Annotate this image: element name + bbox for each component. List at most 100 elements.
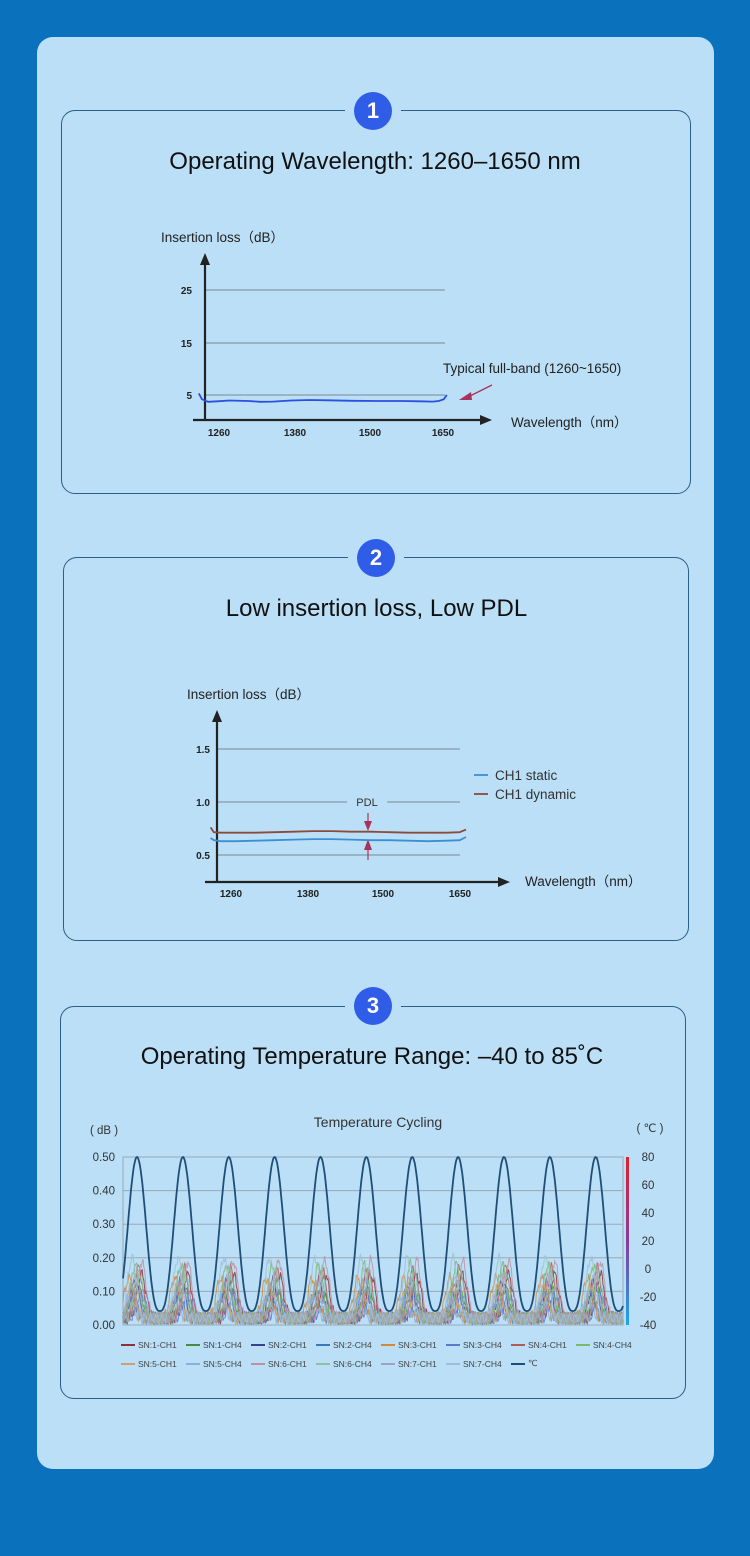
section-badge-1: 1 [354,92,392,130]
x-axis-label: Wavelength（nm） [525,874,642,889]
y2-tick-label: 20 [642,1236,655,1248]
y-tick-label: 25 [181,286,193,297]
x-tick-label: 1380 [284,428,307,439]
legend-swatch [186,1344,200,1346]
x-axis-label: Wavelength（nm） [511,415,628,430]
y2-tick-label: 80 [642,1152,655,1164]
legend-swatch [446,1362,460,1365]
y-tick-label: 0.10 [93,1286,115,1298]
y-tick-label: 0.00 [93,1320,115,1332]
series-line [122,1252,624,1325]
pdl-arrow-head [364,821,372,831]
series-line [122,1264,624,1326]
section-badge-3: 3 [354,987,392,1025]
y-axis-arrow [212,710,222,722]
legend-swatch [316,1362,330,1365]
legend-item: SN:5-CH1 [121,1358,186,1369]
legend-label: SN:3-CH4 [463,1340,502,1350]
insertion-loss-chart: 0.5 1.0 1.5 1260 1380 1500 1650 Insertion loss（… [187,687,642,900]
section-badge-2: 2 [357,539,395,577]
y-tick-label: 1.0 [196,798,210,809]
annotation-label: Typical full-band (1260~1650) [443,361,621,376]
legend-item: SN:1-CH1 [121,1340,186,1350]
legend-label: SN:6-CH4 [333,1358,372,1369]
series-line [209,826,467,834]
insertion-loss-title: Low insertion loss, Low PDL [225,595,528,622]
legend-swatch [381,1344,395,1346]
legend-item: SN:3-CH1 [381,1340,446,1350]
x-axis-arrow [498,877,510,887]
y-tick-label: 0.50 [93,1152,115,1164]
legend-item: SN:2-CH1 [251,1340,316,1350]
legend-label: SN:2-CH1 [268,1340,307,1350]
y2-tick-label: -20 [640,1292,657,1304]
legend-item: SN:4-CH1 [511,1340,576,1350]
y-tick-label: 0.40 [93,1186,115,1198]
pdl-label: PDL [356,797,377,809]
y-tick-label: 15 [181,339,193,350]
legend-item: SN:2-CH4 [316,1340,381,1350]
y2-tick-label: 60 [642,1180,655,1192]
legend-label: SN:4-CH4 [593,1340,632,1350]
wavelength-chart: 5 15 25 1260 1380 1500 1650 Insertion loss（dB） W… [161,230,628,439]
chart-title: Temperature Cycling [314,1114,442,1130]
legend-swatch [446,1344,460,1346]
legend-label: SN:6-CH1 [268,1358,307,1369]
legend-item: SN:6-CH1 [251,1358,316,1369]
legend-label: SN:7-CH4 [463,1358,502,1369]
temperature-chart: 0.00 0.10 0.20 0.30 0.40 0.50 -40 -20 0 20 40 60 80 T… [90,1114,664,1332]
y-tick-label: 5 [186,391,192,402]
legend-label: SN:3-CH1 [398,1340,437,1350]
y2-tick-label: 0 [645,1264,651,1276]
wavelength-title: Operating Wavelength: 1260–1650 nm [169,148,581,175]
legend-label: SN:1-CH4 [203,1340,242,1350]
y-axis-label: Insertion loss（dB） [187,687,310,702]
y-tick-label: 1.5 [196,745,210,756]
y-tick-label: 0.30 [93,1219,115,1231]
x-tick-label: 1500 [372,889,395,900]
temperature-legend: SN:1-CH1 SN:1-CH4 SN:2-CH1 SN:2-CH4 SN:3-CH1… [121,1340,641,1369]
legend-label: CH1 static [495,768,558,783]
y-tick-label: 0.20 [93,1253,115,1265]
legend-swatch [316,1344,330,1346]
legend-swatch [121,1362,135,1365]
legend-label: SN:1-CH1 [138,1340,177,1350]
y-axis-arrow [200,253,210,265]
x-tick-label: 1500 [359,428,382,439]
legend-item: SN:4-CH4 [576,1340,641,1350]
legend-label: SN:2-CH4 [333,1340,372,1350]
legend-label: CH1 dynamic [495,787,576,802]
y2-tick-label: -40 [640,1320,657,1332]
series-line [122,1155,624,1312]
series-line [122,1271,624,1325]
temperature-title: Operating Temperature Range: –40 to 85˚C [140,1043,604,1070]
legend-swatch [381,1362,395,1365]
legend-swatch [576,1344,590,1346]
annotation-arrow-head [459,392,472,400]
legend-item: SN:3-CH4 [446,1340,511,1350]
y2-tick-label: 40 [642,1208,655,1220]
x-tick-label: 1260 [208,428,231,439]
x-axis-arrow [480,415,492,425]
legend-label: SN:4-CH1 [528,1340,567,1350]
legend-item: SN:7-CH1 [381,1358,446,1369]
legend-item: SN:5-CH4 [186,1358,251,1369]
y-axis-label: Insertion loss（dB） [161,230,284,245]
x-tick-label: 1380 [297,889,320,900]
x-tick-label: 1650 [432,428,455,439]
legend-item: SN:6-CH4 [316,1358,381,1369]
legend-swatch [186,1362,200,1365]
y-axis-label: ( dB ) [90,1125,118,1137]
pdl-arrow-head [364,839,372,850]
legend-item: ℃ [511,1358,576,1369]
legend-swatch [511,1344,525,1346]
legend-swatch [511,1362,525,1365]
y-tick-label: 0.5 [196,851,210,862]
legend-item: SN:1-CH4 [186,1340,251,1350]
legend-label: SN:5-CH1 [138,1358,177,1369]
legend-label: SN:7-CH1 [398,1358,437,1369]
temperature-color-bar [626,1157,629,1325]
legend-swatch [121,1344,135,1346]
legend-item: SN:7-CH4 [446,1358,511,1369]
x-tick-label: 1650 [449,889,472,900]
